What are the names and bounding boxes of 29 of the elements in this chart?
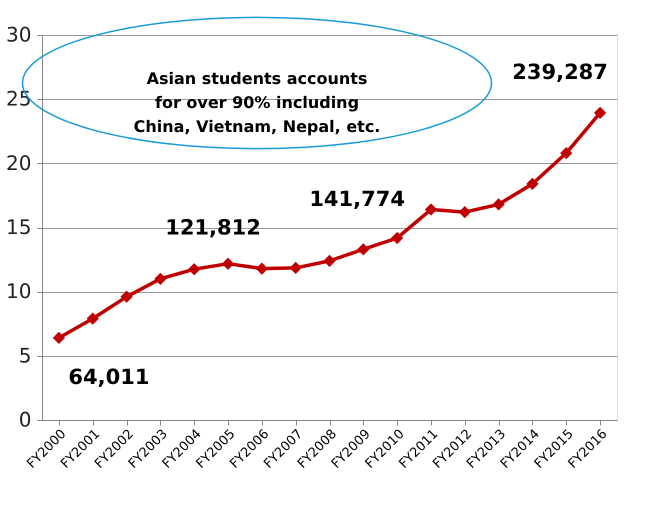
point (458, 206, 471, 218)
annotation: Asian students accounts for over 90% including China, Vietnam, Nepal, etc. (134, 69, 380, 136)
point (560, 146, 572, 160)
annotation: 141,774 (309, 187, 405, 212)
point (256, 262, 268, 275)
point (357, 243, 370, 256)
y-tick-label: 25 (6, 86, 32, 111)
point (86, 312, 99, 325)
annotation: 64,011 (68, 364, 150, 389)
y-tick-label: 15 (6, 215, 32, 239)
y-tick-label: 30 (6, 22, 32, 46)
point (52, 332, 66, 344)
y-tick-label: 20 (6, 150, 32, 175)
point (391, 232, 404, 244)
point (424, 203, 438, 216)
point (492, 198, 505, 211)
point (154, 272, 167, 285)
y-tick-label: 5 (18, 343, 32, 368)
point (526, 178, 539, 190)
y-tick-label: 10 (6, 279, 32, 304)
point (594, 106, 606, 120)
annotation: 239,287 (512, 60, 608, 84)
annotation: 121,812 (165, 216, 261, 240)
point (188, 263, 200, 276)
point (120, 290, 133, 303)
y-tick-label: 0 (18, 408, 32, 432)
point (222, 258, 234, 270)
point (290, 262, 302, 274)
point (323, 254, 336, 267)
